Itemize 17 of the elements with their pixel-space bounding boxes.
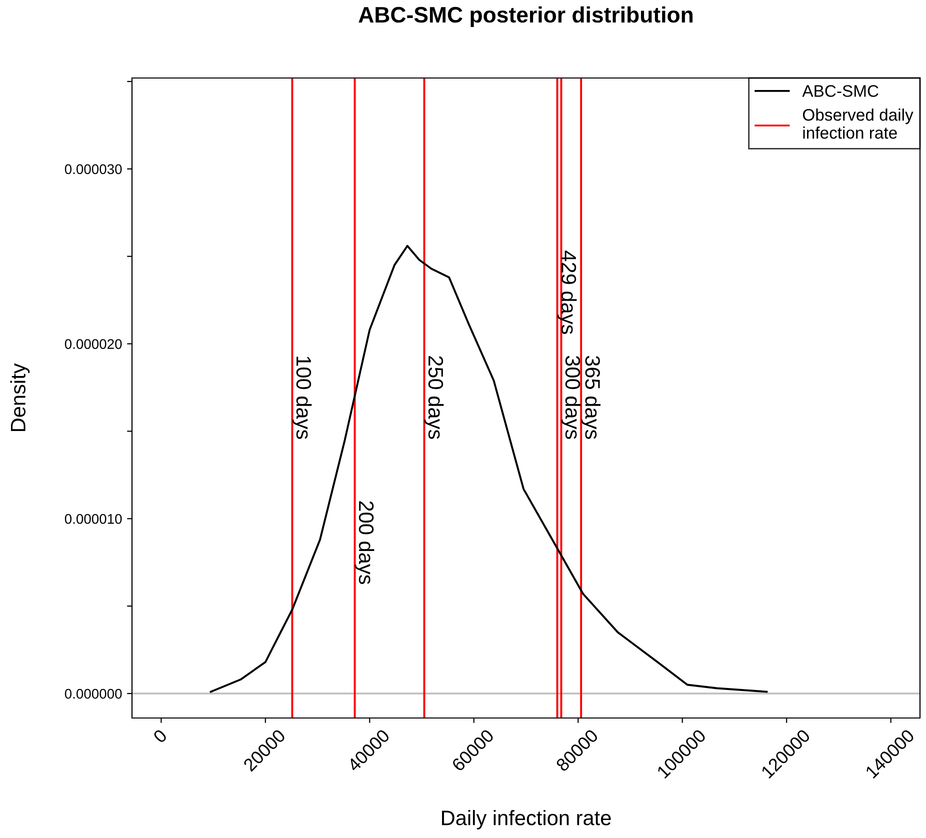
y-tick-label: 0.000030 — [64, 164, 122, 174]
x-axis-title: Daily infection rate — [442, 810, 611, 830]
y-tick-label: 0.000010 — [64, 514, 122, 524]
x-tick-label: 0 — [152, 728, 168, 744]
y-tick-label: 0.000020 — [64, 339, 122, 349]
annotation: 250 days — [424, 356, 444, 439]
annotation: 300 days — [561, 356, 581, 439]
y-tick-label: 0.000000 — [64, 688, 122, 699]
annotation: 365 days — [581, 356, 601, 439]
annotation: 100 days — [292, 356, 312, 439]
annotation: 200 days — [354, 501, 374, 584]
legend-label: ABC-SMC — [802, 85, 878, 97]
annotation: 429 days — [557, 250, 577, 334]
chart-title: ABC-SMC posterior distribution — [358, 6, 693, 28]
y-axis-title: Density — [10, 363, 30, 432]
line-series — [210, 244, 768, 693]
legend-label: Observed daily infection rate — [802, 108, 914, 139]
